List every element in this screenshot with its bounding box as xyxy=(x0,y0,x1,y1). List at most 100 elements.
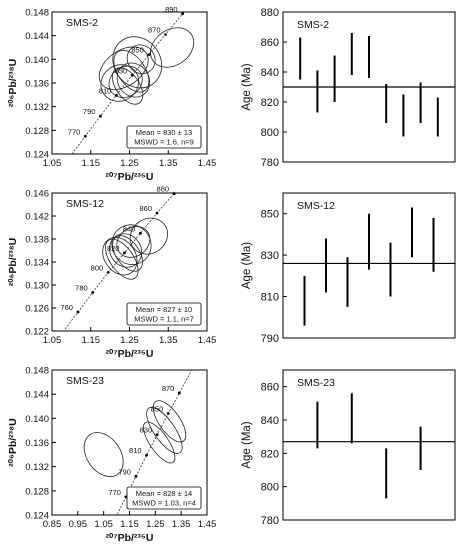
y-tick-label: 790 xyxy=(261,333,279,345)
y-tick-label: 0.142 xyxy=(25,212,49,223)
result-mswd: MSWD = 1.1, n=7 xyxy=(134,315,194,324)
y-tick-label: 800 xyxy=(261,127,279,139)
error-ellipse xyxy=(150,27,195,68)
concordia-age-label: 830 xyxy=(115,66,128,75)
concordia-age-label: 810 xyxy=(99,86,112,95)
concordia-age-label: 790 xyxy=(83,107,96,116)
y-axis-label: Age (Ma) xyxy=(241,421,253,468)
error-ellipse xyxy=(116,62,151,98)
concordia-age-label: 850 xyxy=(131,46,144,55)
y-tick-label: 0.122 xyxy=(25,327,49,338)
concordia-age-marker xyxy=(181,12,184,16)
sample-label: SMS-2 xyxy=(66,17,98,29)
concordia-age-marker xyxy=(114,94,118,97)
y-tick-label: 0.146 xyxy=(25,189,49,200)
sample-label: SMS-12 xyxy=(297,200,335,212)
y-axis-label: Age (Ma) xyxy=(241,242,253,289)
y-tick-label: 840 xyxy=(261,67,279,79)
result-mswd: MSWD = 1.03, n=4 xyxy=(132,499,196,508)
concordia-age-label: 850 xyxy=(151,405,164,414)
y-tick-label: 860 xyxy=(261,37,279,49)
y-tick-label: 0.134 xyxy=(25,258,49,269)
concordia-age-marker xyxy=(147,53,151,56)
concordia-age-marker xyxy=(130,73,134,77)
concordia-age-marker xyxy=(138,231,142,235)
error-ellipse xyxy=(112,235,143,272)
y-axis-label: ²⁰⁶Pb/²³⁸U xyxy=(7,418,19,466)
y-tick-label: 0.126 xyxy=(25,304,49,315)
error-ellipse xyxy=(112,36,163,89)
x-tick-label: 1.15 xyxy=(120,519,139,530)
error-ellipse xyxy=(100,64,140,102)
x-tick-label: 1.35 xyxy=(172,519,191,530)
concordia-age-label: 770 xyxy=(68,127,81,136)
x-tick-label: 0.85 xyxy=(43,519,62,530)
y-tick-label: 0.140 xyxy=(25,55,49,66)
y-tick-label: 0.132 xyxy=(25,102,49,113)
y-tick-label: 0.128 xyxy=(25,126,49,137)
error-ellipse xyxy=(105,238,139,280)
x-axis-label: ²⁰⁷Pb/²³⁵U xyxy=(106,348,154,360)
age-plot-sms-23: 780 800 820 840 860 SMS-23 Age (Ma) xyxy=(241,369,456,527)
error-ellipse xyxy=(126,44,156,75)
concordia-age-marker xyxy=(124,495,128,499)
concordia-age-label: 880 xyxy=(157,185,170,194)
concordia-age-marker xyxy=(172,192,176,195)
y-tick-label: 0.136 xyxy=(25,438,49,449)
y-tick-label: 780 xyxy=(261,157,279,169)
concordia-plot-sms-12: 1.05 1.15 1.25 1.35 1.45 0.122 0.126 0.130 0.134… xyxy=(7,185,217,360)
x-tick-label: 1.15 xyxy=(82,335,101,346)
y-tick-label: 0.148 xyxy=(25,366,49,377)
x-axis-label: ²⁰⁷Pb/²³⁵U xyxy=(106,171,154,183)
x-tick-label: 1.45 xyxy=(198,335,217,346)
concordia-age-marker xyxy=(155,211,159,215)
y-tick-label: 860 xyxy=(261,382,279,394)
concordia-age-label: 790 xyxy=(118,467,131,476)
error-ellipse xyxy=(109,233,143,268)
concordia-age-label: 820 xyxy=(107,244,120,253)
y-tick-label: 0.124 xyxy=(25,511,49,522)
y-axis-label: Age (Ma) xyxy=(241,63,253,110)
error-ellipse xyxy=(113,49,150,93)
y-tick-label: 0.128 xyxy=(25,486,49,497)
error-ellipse xyxy=(111,67,144,105)
y-tick-label: 820 xyxy=(261,448,279,460)
concordia-age-label: 780 xyxy=(75,283,88,292)
plot-frame xyxy=(282,369,456,521)
x-tick-label: 1.25 xyxy=(120,335,139,346)
x-tick-label: 1.25 xyxy=(146,519,165,530)
y-tick-label: 0.124 xyxy=(25,150,49,161)
age-plot-sms-2: 780 800 820 840 860 880 SMS-2 Age (Ma) xyxy=(241,7,456,169)
concordia-plot-sms-23: 0.85 0.95 1.05 1.15 1.25 1.35 1.45 0.124 0.128 0.… xyxy=(7,366,216,545)
result-box xyxy=(126,302,202,326)
concordia-age-label: 870 xyxy=(162,384,175,393)
concordia-age-label: 840 xyxy=(123,224,136,233)
y-tick-label: 0.144 xyxy=(25,390,49,401)
y-axis-label: ²⁰⁶Pb/²³⁸U xyxy=(7,59,19,107)
concordia-age-label: 810 xyxy=(129,446,142,455)
result-box xyxy=(126,125,202,149)
concordia-age-marker xyxy=(155,433,159,437)
concordia-age-label: 800 xyxy=(91,263,104,272)
x-tick-label: 1.15 xyxy=(82,158,101,169)
concordia-curve xyxy=(63,193,176,331)
concordia-age-marker xyxy=(164,33,167,36)
age-plot-sms-12: 790 810 830 850 SMS-12 Age (Ma) xyxy=(241,192,456,345)
y-tick-label: 0.144 xyxy=(25,31,49,42)
concordia-age-label: 860 xyxy=(139,204,152,213)
y-tick-label: 830 xyxy=(261,250,279,262)
y-tick-label: 0.138 xyxy=(25,235,49,246)
error-ellipse xyxy=(146,406,183,454)
concordia-age-marker xyxy=(134,474,138,478)
y-tick-label: 0.140 xyxy=(25,414,49,425)
result-mswd: MSWD = 1.6, n=9 xyxy=(134,138,194,147)
y-tick-label: 880 xyxy=(261,7,279,19)
y-tick-label: 0.132 xyxy=(25,462,49,473)
y-tick-label: 810 xyxy=(261,292,279,304)
y-tick-label: 780 xyxy=(261,515,279,527)
concordia-age-marker xyxy=(166,412,170,415)
error-ellipse xyxy=(83,432,124,478)
concordia-age-label: 760 xyxy=(60,303,73,312)
y-tick-label: 0.136 xyxy=(25,79,49,90)
